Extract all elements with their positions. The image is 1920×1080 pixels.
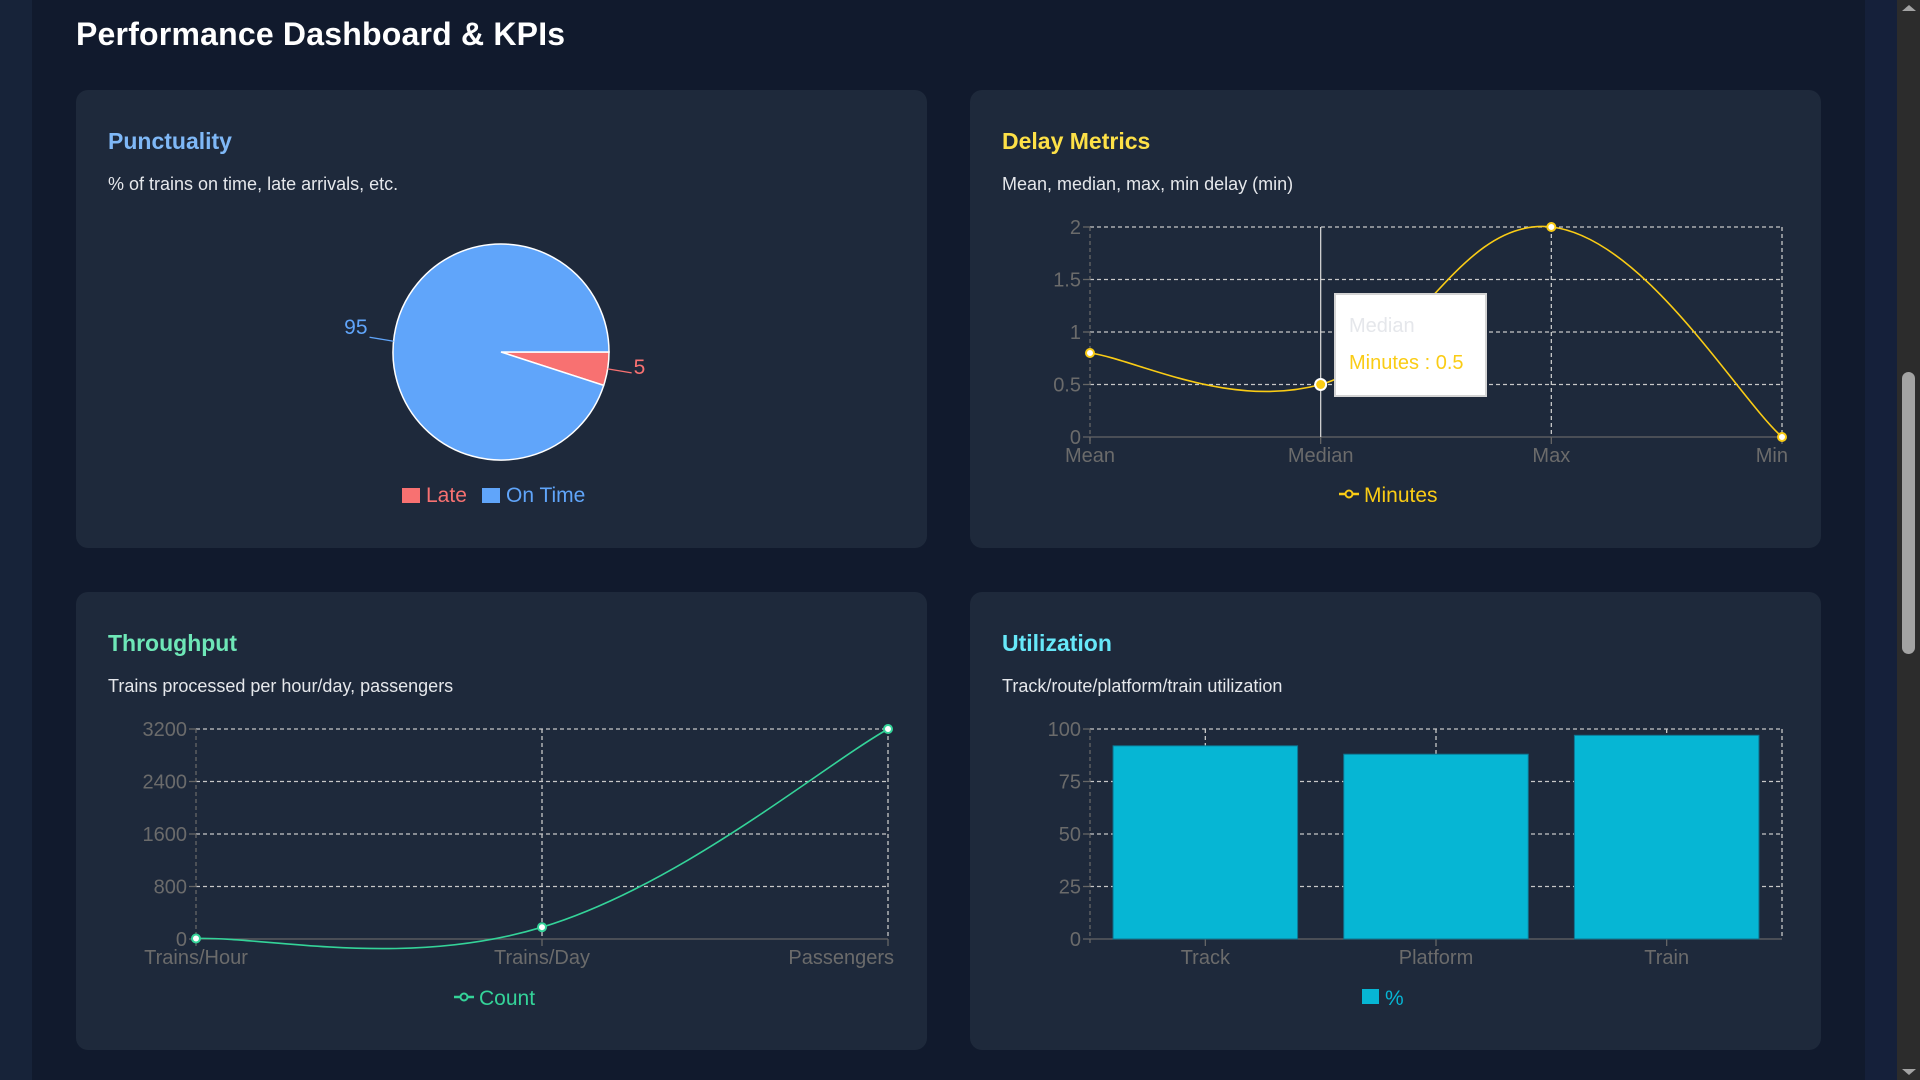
delay-metrics-subtitle: Mean, median, max, min delay (min): [1002, 174, 1294, 194]
pie-data-label: 95: [344, 316, 367, 339]
data-point-trains-day[interactable]: [537, 922, 547, 933]
data-point-max[interactable]: [1546, 222, 1557, 232]
x-tick-label: Platform: [1399, 947, 1473, 969]
y-tick-label: 2400: [143, 772, 188, 794]
x-tick-label: Trains/Day: [494, 947, 590, 969]
left-edge-panel: [0, 0, 32, 1080]
scroll-down-arrow-icon[interactable]: [1902, 1069, 1916, 1075]
tooltip-value: Minutes : 0.5: [1349, 352, 1464, 374]
legend-label: On Time: [506, 484, 585, 507]
pie-leader-line: [607, 368, 632, 374]
data-point-passengers[interactable]: [883, 724, 893, 734]
series-line-minutes: [1089, 225, 1783, 438]
y-tick-label: 100: [1048, 719, 1081, 741]
chart-tooltip: Median Minutes : 0.5: [1334, 293, 1487, 397]
punctuality-pie-chart[interactable]: 5 95 Late On Time: [76, 90, 927, 548]
tooltip-title: Median: [1349, 315, 1415, 337]
x-tick-label: Trains/Hour: [144, 947, 248, 969]
legend-label: %: [1385, 987, 1404, 1010]
throughput-title: Throughput: [108, 630, 238, 656]
legend-label: Minutes: [1364, 484, 1438, 507]
bar-track: [1112, 745, 1299, 940]
data-point-median[interactable]: [1314, 378, 1328, 391]
x-tick-label: Median: [1288, 445, 1354, 467]
y-tick-label: 0: [176, 929, 187, 951]
pie-data-label: 5: [634, 356, 646, 379]
page-title: Performance Dashboard & KPIs: [76, 16, 566, 52]
utilization-title: Utilization: [1002, 630, 1112, 656]
delay-metrics-title: Delay Metrics: [1002, 128, 1151, 154]
throughput-card: Throughput Trains processed per hour/day…: [76, 592, 927, 1050]
y-tick-label: 25: [1059, 877, 1081, 899]
scrollbar-thumb[interactable]: [1902, 372, 1915, 654]
punctuality-card: Punctuality % of trains on time, late ar…: [76, 90, 927, 548]
y-tick-label: 3200: [143, 719, 188, 741]
scroll-up-arrow-icon[interactable]: [1902, 5, 1916, 11]
y-tick-label: 1600: [143, 824, 188, 846]
series-line-count: [195, 728, 889, 950]
utilization-bar-chart[interactable]: 0 25 50 75 100 Track Platform Train%: [970, 592, 1821, 1050]
legend-label: Late: [426, 484, 467, 507]
throughput-line-chart[interactable]: 0 800 1600 2400 3200 Trains/Hour Trains/Day Pas…: [76, 592, 927, 1050]
y-tick-label: 2: [1070, 217, 1081, 239]
bar-train: [1573, 734, 1760, 940]
legend-swatch-on-time: [482, 488, 500, 503]
legend-label: Count: [479, 987, 535, 1010]
right-edge-panel: [1865, 0, 1897, 1080]
legend-swatch-late: [402, 488, 420, 503]
punctuality-title: Punctuality: [108, 128, 232, 154]
data-point-trains-hour[interactable]: [191, 933, 201, 944]
y-tick-label: 75: [1059, 772, 1081, 794]
throughput-subtitle: Trains processed per hour/day, passenger…: [108, 676, 454, 696]
y-tick-label: 1.5: [1053, 270, 1081, 292]
utilization-card: Utilization Track/route/platform/train u…: [970, 592, 1821, 1050]
punctuality-subtitle: % of trains on time, late arrivals, etc.: [108, 174, 399, 194]
legend-swatch: [1362, 989, 1379, 1004]
legend-point-icon: [459, 992, 469, 1002]
delay-metrics-card: Delay Metrics Mean, median, max, min del…: [970, 90, 1821, 548]
pie-leader-line: [369, 336, 394, 342]
x-tick-label: Max: [1532, 445, 1570, 467]
x-tick-label: Min: [1756, 445, 1788, 467]
pie-slice-on-time: [392, 243, 610, 461]
y-tick-label: 0: [1070, 427, 1081, 449]
x-tick-label: Train: [1644, 947, 1689, 969]
y-tick-label: 800: [154, 877, 187, 899]
x-tick-label: Passengers: [788, 947, 894, 969]
x-tick-label: Mean: [1065, 445, 1115, 467]
y-tick-label: 50: [1059, 824, 1081, 846]
y-tick-label: 0.5: [1053, 375, 1081, 397]
page-scrollbar[interactable]: [1897, 0, 1920, 1080]
legend-point-icon: [1344, 489, 1354, 499]
y-tick-label: 1: [1070, 322, 1081, 344]
bar-platform: [1343, 753, 1529, 940]
data-point-mean[interactable]: [1085, 348, 1095, 358]
data-point-min[interactable]: [1777, 432, 1787, 442]
x-tick-label: Track: [1181, 947, 1231, 969]
utilization-subtitle: Track/route/platform/train utilization: [1002, 676, 1283, 696]
y-tick-label: 0: [1070, 929, 1081, 951]
